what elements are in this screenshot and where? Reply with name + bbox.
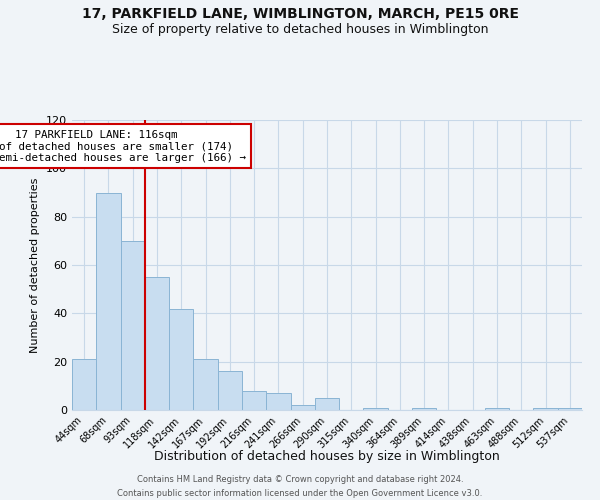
Bar bbox=[218, 372, 242, 410]
Bar bbox=[412, 408, 436, 410]
Bar bbox=[169, 308, 193, 410]
Text: Contains HM Land Registry data © Crown copyright and database right 2024.
Contai: Contains HM Land Registry data © Crown c… bbox=[118, 476, 482, 498]
Bar bbox=[266, 393, 290, 410]
Text: 17, PARKFIELD LANE, WIMBLINGTON, MARCH, PE15 0RE: 17, PARKFIELD LANE, WIMBLINGTON, MARCH, … bbox=[82, 8, 518, 22]
Bar bbox=[290, 405, 315, 410]
Bar bbox=[193, 359, 218, 410]
Y-axis label: Number of detached properties: Number of detached properties bbox=[31, 178, 40, 352]
Bar bbox=[533, 408, 558, 410]
Bar bbox=[96, 192, 121, 410]
Text: Size of property relative to detached houses in Wimblington: Size of property relative to detached ho… bbox=[112, 22, 488, 36]
Text: 17 PARKFIELD LANE: 116sqm
← 51% of detached houses are smaller (174)
49% of semi: 17 PARKFIELD LANE: 116sqm ← 51% of detac… bbox=[0, 130, 246, 163]
Bar bbox=[242, 390, 266, 410]
Bar bbox=[558, 408, 582, 410]
Bar bbox=[72, 359, 96, 410]
Text: Distribution of detached houses by size in Wimblington: Distribution of detached houses by size … bbox=[154, 450, 500, 463]
Bar bbox=[121, 241, 145, 410]
Bar bbox=[485, 408, 509, 410]
Bar bbox=[145, 277, 169, 410]
Bar bbox=[315, 398, 339, 410]
Bar bbox=[364, 408, 388, 410]
